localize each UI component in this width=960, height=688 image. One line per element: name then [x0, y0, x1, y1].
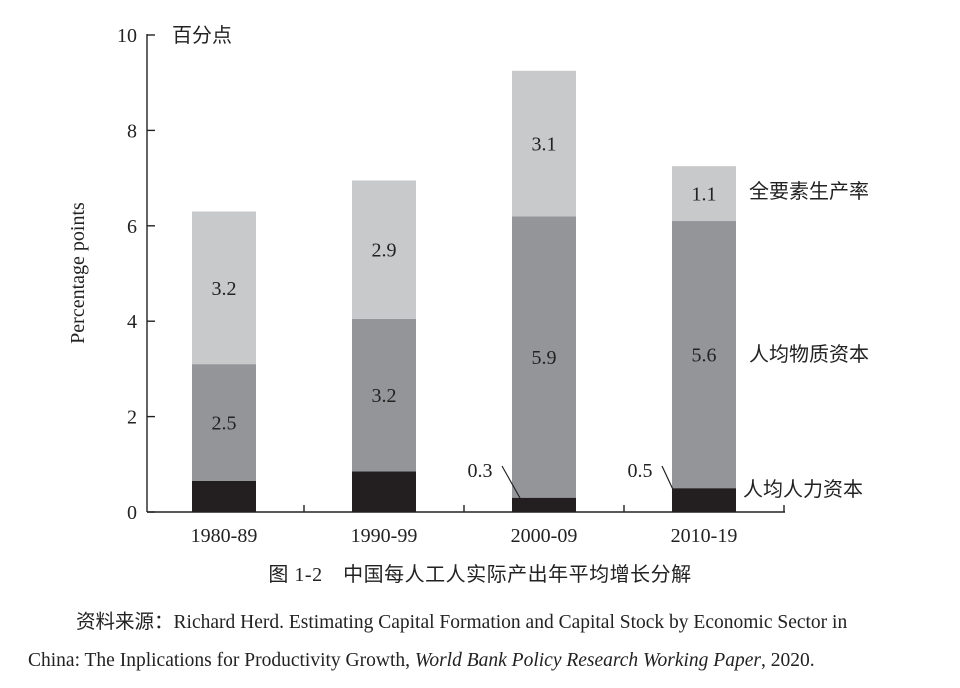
source-year: , 2020.	[760, 650, 815, 671]
y-tick-label-0: 0	[127, 502, 137, 524]
bar-segment-2000-09-1	[512, 216, 576, 498]
data-label-2000-09-1: 5.9	[532, 347, 557, 369]
x-tick-label-1980-89: 1980-89	[191, 525, 258, 547]
callout-line-2000-09	[501, 465, 521, 499]
x-tick-label-2000-09: 2000-09	[511, 525, 578, 547]
data-label-2000-09-2: 3.1	[532, 134, 557, 156]
data-label-2010-19-1: 5.6	[692, 345, 717, 367]
y-tick-label-6: 6	[127, 216, 137, 238]
callout-line-2010-19	[661, 465, 677, 497]
x-tick-label-1990-99: 1990-99	[351, 525, 418, 547]
y-unit-label: 百分点	[172, 24, 232, 47]
y-tick-label-2: 2	[127, 407, 137, 429]
bar-segment-1990-99-2	[352, 180, 416, 319]
data-label-2010-19-2: 1.1	[692, 184, 717, 206]
bar-segment-1980-89-1	[192, 364, 256, 481]
y-tick-label-4: 4	[127, 311, 137, 333]
source-line-1: 资料来源：Richard Herd. Estimating Capital Fo…	[28, 604, 933, 642]
data-label-1990-99-2: 2.9	[372, 240, 397, 262]
data-label-1980-89-2: 3.2	[212, 278, 237, 300]
bar-segment-2000-09-2	[512, 70, 576, 217]
x-tick-label-2010-19: 2010-19	[671, 525, 738, 547]
bar-segment-2000-09-0	[512, 497, 576, 512]
data-label-1980-89-1: 2.5	[212, 413, 237, 435]
bar-segment-1980-89-0	[192, 480, 256, 512]
source-text-2: China: The Inplications for Productivity…	[28, 650, 415, 671]
source-note: 资料来源：Richard Herd. Estimating Capital Fo…	[28, 604, 933, 680]
y-axis-title: Percentage points	[67, 202, 89, 344]
source-text-1: Richard Herd. Estimating Capital Formati…	[173, 612, 848, 633]
y-tick-label-10: 10	[117, 25, 137, 47]
legend-label-2: 全要素生产率	[749, 180, 869, 203]
bar-segment-1980-89-2	[192, 211, 256, 365]
figure-caption: 图 1-2 中国每人工人实际产出年平均增长分解	[268, 564, 692, 586]
callout-label-2000-09: 0.3	[468, 460, 493, 482]
data-label-1990-99-1: 3.2	[372, 385, 397, 407]
legend-label-1: 人均物质资本	[749, 343, 869, 366]
source-prefix: 资料来源：	[76, 612, 174, 633]
source-line-2: China: The Inplications for Productivity…	[28, 650, 815, 671]
y-tick-label-8: 8	[127, 120, 137, 142]
stacked-bar-chart: 2.5 3.2 3.2 2.9 5.9 3.1 5.6 1.1 0.3 0.5 0 2 4 6 8 10 198…	[67, 24, 869, 547]
bar-segment-2010-19-2	[672, 166, 736, 222]
bar-segment-1990-99-1	[352, 318, 416, 472]
legend-label-0: 人均人力资本	[743, 478, 863, 501]
source-journal: World Bank Policy Research Working Paper	[414, 650, 761, 671]
callout-label-2010-19: 0.5	[628, 460, 653, 482]
bar-segment-2010-19-0	[672, 488, 736, 512]
bar-segment-2010-19-1	[672, 221, 736, 489]
bar-segment-1990-99-0	[352, 471, 416, 512]
